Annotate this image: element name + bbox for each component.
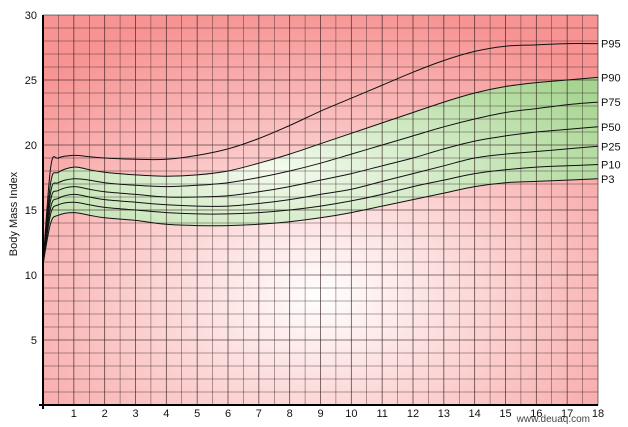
x-tick-label: 13 bbox=[438, 408, 450, 420]
series-line-p25 bbox=[43, 145, 598, 265]
axes bbox=[39, 15, 598, 409]
series-line-p3 bbox=[43, 178, 598, 265]
x-tick-label: 11 bbox=[376, 408, 387, 420]
x-tick-label: 6 bbox=[225, 408, 231, 420]
x-tick-label: 5 bbox=[194, 408, 200, 420]
series-line-p90 bbox=[43, 76, 598, 265]
series-label-p25: P25 bbox=[601, 141, 621, 153]
series-line-p50 bbox=[43, 126, 598, 265]
y-tick-label: 30 bbox=[25, 10, 37, 22]
watermark-text: www.deuaq.com bbox=[516, 414, 590, 425]
percentile-curves bbox=[43, 43, 598, 265]
x-tick-label: 8 bbox=[287, 408, 293, 420]
x-tick-label: 14 bbox=[469, 408, 481, 420]
series-label-p50: P50 bbox=[601, 122, 621, 134]
series-line-p10 bbox=[43, 164, 598, 265]
series-labels: P95 P90 P75 P50 P25 P10 P3 bbox=[601, 39, 621, 186]
series-label-p3: P3 bbox=[601, 174, 614, 186]
series-line-p95 bbox=[43, 43, 598, 265]
series-label-p75: P75 bbox=[601, 97, 621, 109]
x-tick-label: 7 bbox=[256, 408, 262, 420]
x-tick-label: 10 bbox=[345, 408, 357, 420]
y-tick-label: 20 bbox=[25, 140, 37, 152]
y-tick-label: 25 bbox=[25, 75, 37, 87]
series-line-p75 bbox=[43, 101, 598, 265]
y-tick-label: 5 bbox=[31, 335, 37, 347]
x-tick-label: 16 bbox=[530, 408, 542, 420]
series-label-p90: P90 bbox=[601, 72, 621, 84]
x-tick-label: 18 bbox=[592, 408, 604, 420]
y-tick-label: 15 bbox=[25, 205, 37, 217]
series-label-p10: P10 bbox=[601, 160, 621, 172]
x-tick-label: 3 bbox=[132, 408, 138, 420]
x-tick-label: 4 bbox=[163, 408, 169, 420]
x-tick-label: 12 bbox=[407, 408, 419, 420]
x-tick-label: 2 bbox=[102, 408, 108, 420]
x-tick-label: 9 bbox=[317, 408, 323, 420]
y-axis-title: Body Mass Index bbox=[8, 171, 20, 256]
y-tick-label: 10 bbox=[25, 270, 37, 282]
x-tick-label: 15 bbox=[499, 408, 511, 420]
x-tick-label: 1 bbox=[71, 408, 77, 420]
x-tick-label: 17 bbox=[561, 408, 573, 420]
series-label-p95: P95 bbox=[601, 39, 621, 51]
grid-lines bbox=[42, 14, 599, 406]
